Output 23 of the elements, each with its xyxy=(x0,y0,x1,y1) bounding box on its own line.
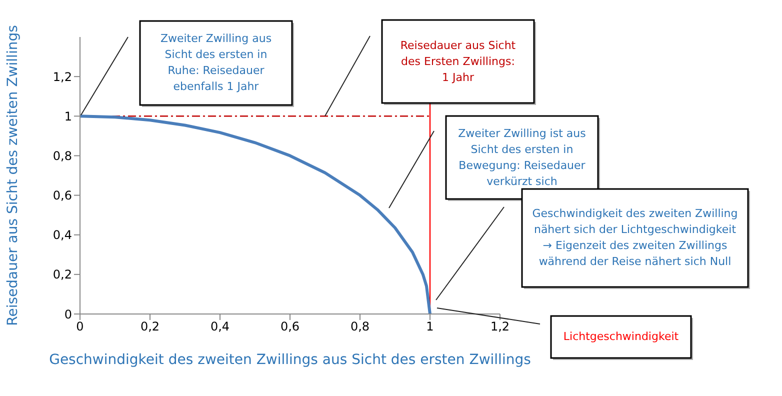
annotation: Zweiter Zwilling ist aus Sicht des ersten in Bewegung: Reisedauer verkürzt sich xyxy=(457,126,587,190)
callout: Reisedauer aus Sicht des Ersten Zwillings: 1 Jahr xyxy=(324,19,536,116)
annotation: Zweiter Zwilling aus Sicht des ersten in Ruhe: Reisedauer ebenfalls 1 Jahr xyxy=(159,31,273,95)
y-tick-label: 0,8 xyxy=(52,148,72,163)
callout: Zweiter Zwilling aus Sicht des ersten in Ruhe: Reisedauer ebenfalls 1 Jahr xyxy=(80,20,294,116)
x-tick-label: 1,2 xyxy=(490,320,510,334)
y-axis-title: Reisedauer aus Sicht des zweiten Zwillings xyxy=(4,25,21,326)
y-tick-label: 0,6 xyxy=(52,188,72,203)
y-tick-label: 1,2 xyxy=(52,70,72,84)
y-tick-label: 0,2 xyxy=(52,268,72,282)
x-tick-label: 0,4 xyxy=(210,320,230,334)
x-tick-label: 1 xyxy=(426,320,434,334)
annotation: Reisedauer aus Sicht des Ersten Zwillings: 1 Jahr xyxy=(399,38,517,86)
callout: Geschwindigkeit des zweiten Zwilling nähert sich der Lichtgeschwindigkeit → Eigenzeit des zweiten Zwillings während der Reise nähert sich Null xyxy=(436,188,750,300)
x-tick-label: 0 xyxy=(76,320,84,334)
y-tick-label: 0 xyxy=(64,307,72,322)
y-tick-label: 1 xyxy=(64,109,72,124)
x-tick-label: 0,2 xyxy=(140,320,160,334)
y-tick-label: 0,4 xyxy=(52,228,72,242)
x-axis-title: Geschwindigkeit des zweiten Zwillings aus Sicht des ersten Zwillings xyxy=(49,352,531,368)
line-series xyxy=(80,114,432,314)
x-tick-label: 0,6 xyxy=(280,320,300,334)
x-tick-label: 0,8 xyxy=(350,320,370,334)
